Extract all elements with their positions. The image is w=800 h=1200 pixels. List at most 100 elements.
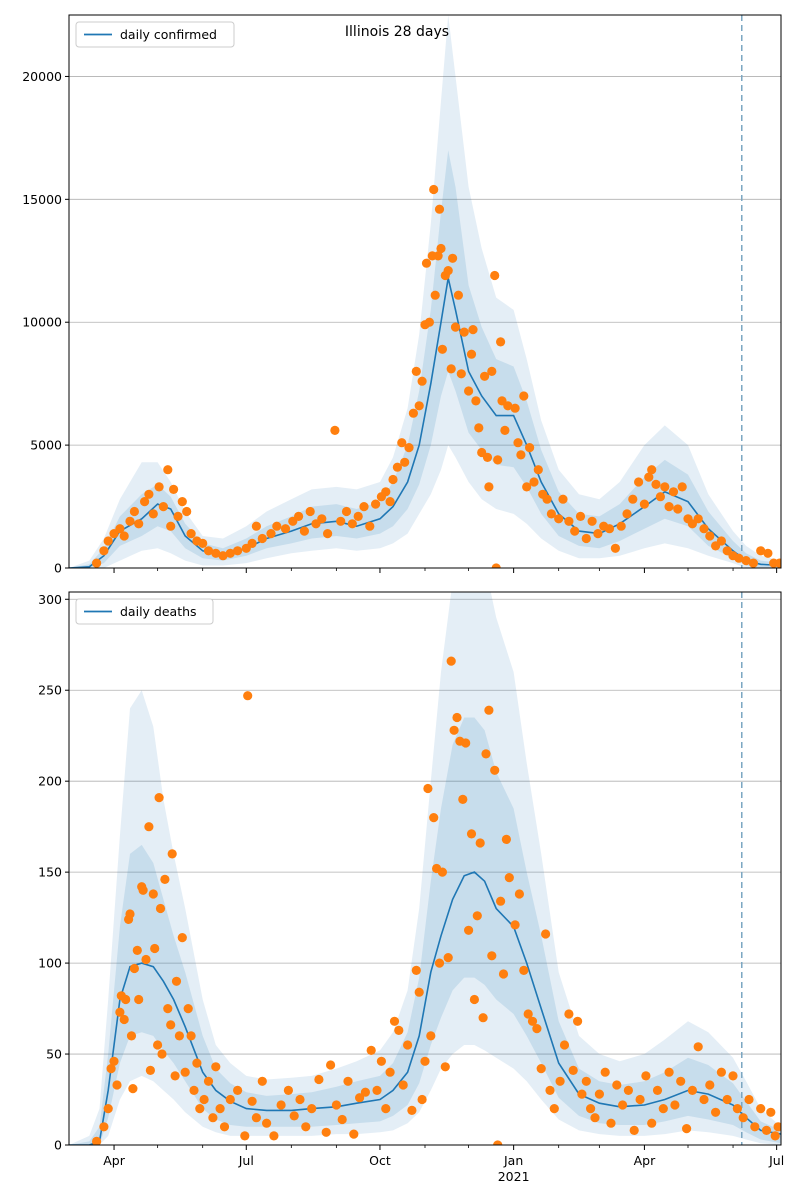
outer-uncertainty-band (69, 15, 781, 568)
data-point (92, 1136, 102, 1145)
data-point (433, 251, 443, 261)
data-point (294, 511, 304, 521)
data-point (203, 546, 214, 556)
data-point (183, 1004, 193, 1014)
data-point (496, 337, 506, 347)
data-point (525, 443, 535, 453)
y-tick-label: 0 (54, 561, 62, 576)
y-tick-label: 150 (38, 865, 62, 880)
data-point (211, 548, 221, 558)
data-point (429, 813, 439, 823)
data-point (182, 506, 192, 517)
data-point (734, 553, 744, 563)
data-point (192, 1058, 202, 1068)
data-point (468, 325, 478, 335)
legend: daily confirmed (75, 21, 235, 48)
confirmed-panel: 0 5000 10000 15000 20000 daily confirmed (22, 14, 782, 576)
data-point (529, 477, 539, 487)
data-point (446, 364, 456, 374)
data-point (660, 482, 670, 492)
data-point (349, 1129, 359, 1139)
data-point (559, 1040, 570, 1050)
data-point (132, 945, 142, 956)
data-point (471, 396, 481, 406)
data-point (639, 499, 650, 509)
data-point (115, 1007, 125, 1017)
data-point (400, 457, 410, 467)
data-point (420, 1056, 430, 1066)
data-point (177, 933, 187, 943)
data-point (453, 290, 463, 300)
data-point (446, 656, 456, 666)
legend: daily deaths (75, 598, 214, 625)
data-point (115, 524, 125, 534)
data-point (522, 482, 532, 492)
data-point (705, 1080, 715, 1090)
x-tick-label: Jan (503, 1153, 523, 1168)
data-point (321, 1127, 331, 1137)
data-point (305, 506, 315, 517)
data-point (748, 558, 759, 568)
data-point (443, 266, 453, 276)
x-year-label: 2021 (498, 1169, 530, 1184)
data-point (761, 1125, 772, 1135)
data-point (141, 954, 151, 965)
data-point (480, 371, 490, 381)
data-point (443, 953, 453, 963)
data-point (398, 1080, 408, 1090)
data-point (437, 867, 447, 877)
data-point (408, 408, 418, 418)
data-point (404, 443, 414, 453)
data-point (732, 1104, 743, 1114)
data-point (434, 204, 445, 214)
data-point (397, 438, 407, 448)
data-point (770, 1131, 780, 1141)
y-tick-label: 5000 (30, 438, 62, 453)
data-point (693, 1042, 703, 1052)
data-point (106, 1064, 116, 1074)
data-point (158, 502, 168, 512)
inner-uncertainty-band (69, 150, 781, 568)
data-point (385, 497, 395, 507)
data-point (472, 911, 482, 921)
x-tick-label: Apr (103, 1153, 125, 1168)
data-point (482, 452, 493, 462)
legend-box (75, 598, 214, 625)
data-point (199, 1094, 209, 1105)
data-point (564, 1009, 574, 1019)
data-point (247, 538, 257, 549)
data-point (590, 1113, 600, 1123)
data-point (426, 1031, 436, 1041)
data-point (635, 1094, 645, 1105)
plot-area (69, 15, 781, 568)
data-point (360, 1087, 370, 1097)
data-point (129, 506, 139, 517)
figure-title: Illinois 28 days (345, 24, 449, 40)
data-point (414, 987, 424, 997)
data-point (651, 479, 661, 489)
data-point (744, 1094, 754, 1105)
data-point (606, 1118, 616, 1128)
data-point (581, 1076, 591, 1086)
outer-uncertainty-band (69, 592, 781, 1145)
data-point (177, 497, 187, 507)
data-point (500, 425, 510, 435)
data-point (403, 1040, 413, 1050)
data-point (586, 1104, 596, 1114)
data-point (490, 765, 500, 775)
data-point (628, 494, 638, 504)
data-point (336, 516, 346, 526)
data-point (647, 1118, 657, 1128)
data-point (280, 524, 291, 534)
data-point (616, 521, 626, 531)
data-point (155, 903, 166, 914)
data-point (99, 1122, 109, 1132)
data-point (513, 438, 523, 448)
legend-label: daily confirmed (120, 27, 217, 42)
data-point (527, 1016, 538, 1026)
data-point (484, 482, 494, 492)
data-point (487, 951, 497, 961)
data-point (600, 1067, 610, 1077)
data-point (699, 524, 709, 534)
data-point (523, 1009, 533, 1019)
